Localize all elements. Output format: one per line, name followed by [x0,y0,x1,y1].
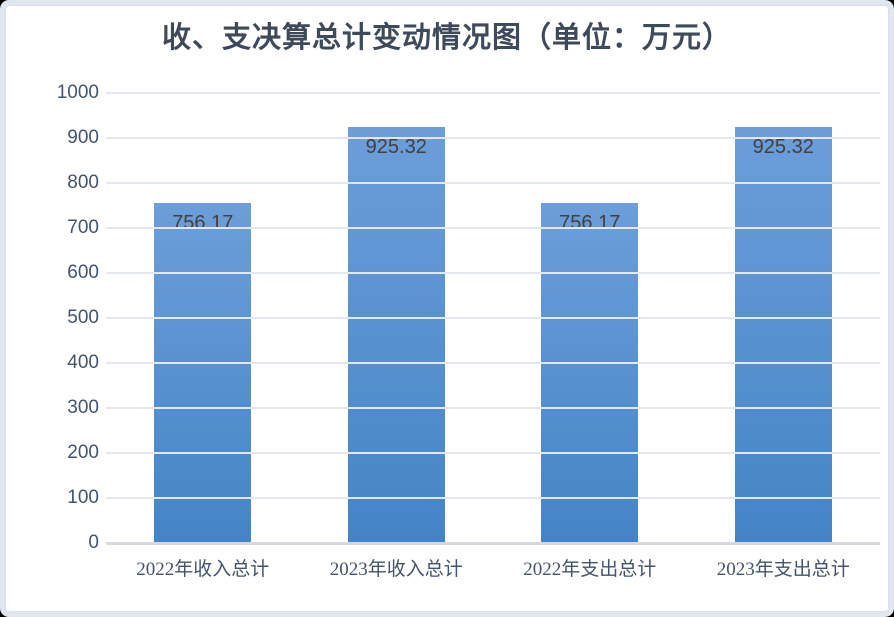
gridline [106,317,880,319]
gridline [106,452,880,454]
gridline [106,182,880,184]
gridline [106,227,880,229]
y-tick-label: 800 [67,172,99,193]
x-tick-label: 2022年收入总计 [136,559,270,580]
y-tick-label: 100 [67,487,99,508]
bar-2022年支出总计: 756.17 [541,202,639,543]
bar-2022年收入总计: 756.17 [154,202,252,543]
gridline [106,92,880,94]
x-tick-label: 2023年支出总计 [716,559,850,580]
y-tick-label: 600 [67,262,99,283]
y-tick-label: 500 [67,307,99,328]
x-tick-label: 2022年支出总计 [523,559,657,580]
bar-2023年收入总计: 925.32 [347,126,445,543]
bar-value-label: 756.17 [559,211,621,234]
bar-value-label: 925.32 [752,135,814,158]
y-tick-label: 900 [67,127,99,148]
bar-slot: 925.32 [687,93,881,543]
bar-value-label: 925.32 [365,135,427,158]
bar-value-label: 756.17 [172,211,234,234]
y-axis: 0 100 200 300 400 500 600 700 800 900 1000 [35,82,99,553]
y-tick-label: 1000 [56,82,99,103]
gridline [106,407,880,409]
gridline [106,137,880,139]
gridline [106,362,880,364]
bar-slot: 925.32 [300,93,494,543]
gridline [106,272,880,274]
y-tick-label: 200 [67,442,99,463]
x-axis: 2022年收入总计 2023年收入总计 2022年支出总计 2023年支出总计 [106,553,880,587]
gridline [106,497,880,499]
x-tick-label: 2023年收入总计 [329,559,463,580]
y-tick-label: 400 [67,352,99,373]
y-tick-label: 0 [88,532,99,553]
bar-2023年支出总计: 925.32 [734,126,832,543]
y-tick-label: 700 [67,217,99,238]
x-axis-line [106,542,880,545]
y-tick-label: 300 [67,397,99,418]
chart-title: 收、支决算总计变动情况图（单位：万元） [161,22,732,54]
plot-area: 756.17 925.32 756.17 925.32 [106,92,880,545]
bars-layer: 756.17 925.32 756.17 925.32 [106,93,880,543]
